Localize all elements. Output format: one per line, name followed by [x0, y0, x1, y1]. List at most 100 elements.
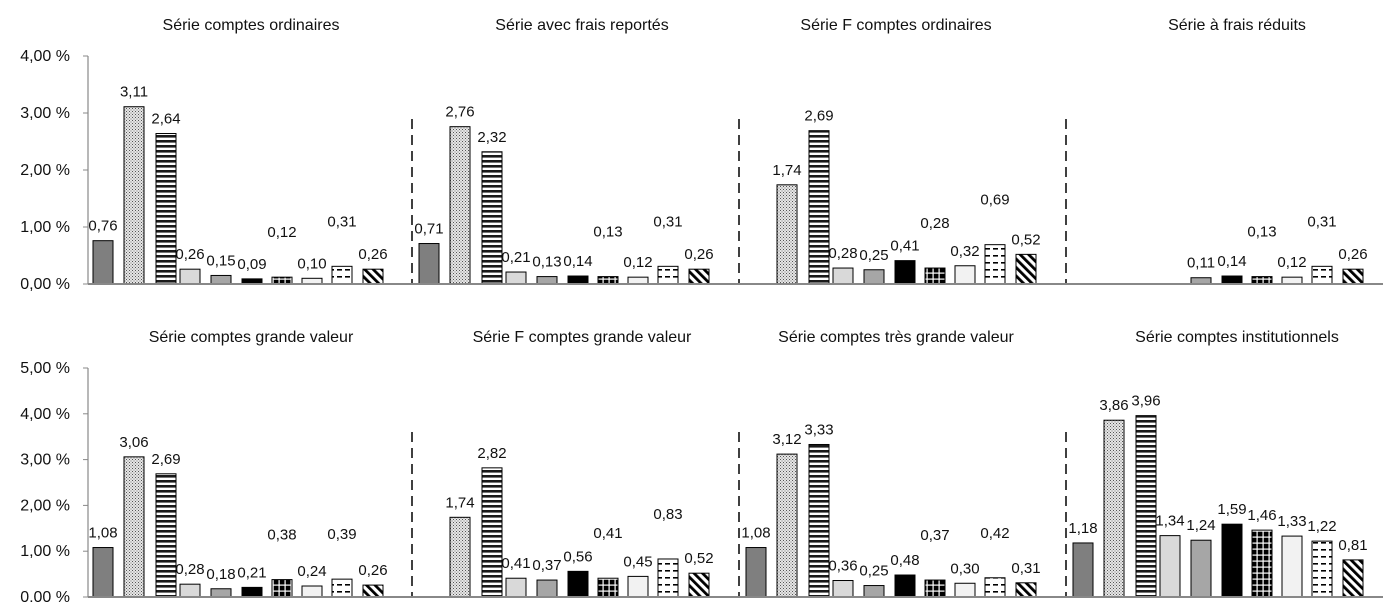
data-label: 0,25 — [859, 247, 888, 264]
bar — [1311, 265, 1333, 285]
bar — [894, 574, 916, 598]
y-tick-label: 3,00 % — [20, 105, 70, 122]
bar — [210, 588, 232, 598]
bar — [1015, 582, 1037, 598]
data-label: 0,36 — [828, 558, 857, 575]
data-label: 0,26 — [1338, 246, 1367, 263]
bar — [1072, 542, 1094, 598]
data-label: 3,33 — [804, 421, 833, 438]
data-label: 0,37 — [532, 557, 561, 574]
data-label: 0,26 — [175, 246, 204, 263]
bar — [984, 244, 1006, 285]
panel-title: Série avec frais reportés — [495, 17, 668, 34]
data-label: 0,10 — [297, 255, 326, 272]
data-label: 0,31 — [1307, 213, 1336, 230]
data-label: 0,28 — [828, 245, 857, 262]
data-label: 0,76 — [88, 218, 117, 235]
panel-title: Série à frais réduits — [1168, 17, 1306, 34]
data-label: 0,32 — [950, 243, 979, 260]
data-label: 0,13 — [1247, 224, 1276, 241]
panel-title: Série comptes grande valeur — [149, 329, 354, 346]
bar — [331, 265, 353, 285]
bar — [1281, 535, 1303, 598]
bar — [1281, 276, 1303, 285]
chart-row-top: 0,00 % 1,00 % 2,00 % 3,00 % 4,00 % Série comp… — [20, 17, 1383, 293]
bar — [1103, 419, 1125, 598]
data-label: 2,76 — [445, 104, 474, 121]
data-label: 0,41 — [593, 525, 622, 542]
bar — [362, 584, 384, 598]
bar — [362, 268, 384, 285]
data-label: 0,31 — [327, 213, 356, 230]
bar — [271, 276, 293, 285]
data-label: 0,25 — [859, 563, 888, 580]
bar — [1342, 268, 1364, 285]
bar — [863, 585, 885, 598]
data-label: 0,11 — [1187, 255, 1215, 272]
data-label: 0,41 — [890, 238, 919, 255]
bar — [123, 456, 145, 598]
bar — [271, 579, 293, 598]
data-label: 2,64 — [151, 111, 180, 128]
bar — [657, 265, 679, 285]
bar — [505, 577, 527, 598]
bar — [954, 582, 976, 598]
y-tick-label: 0,00 % — [20, 589, 70, 602]
panel-title: Série comptes très grande valeur — [778, 329, 1014, 346]
data-label: 0,21 — [501, 249, 530, 266]
bar — [627, 276, 649, 285]
bar — [894, 260, 916, 285]
data-label: 0,31 — [1011, 560, 1040, 577]
data-label: 1,08 — [741, 525, 770, 542]
panel: Série comptes ordinaires 0,76 3,112,64 0,26… — [88, 17, 388, 285]
bar — [481, 151, 503, 285]
data-label: 1,08 — [88, 525, 117, 542]
data-label: 0,26 — [358, 562, 387, 579]
bar — [155, 133, 177, 285]
bar — [1251, 529, 1273, 598]
data-label: 3,12 — [772, 431, 801, 448]
y-tick-label: 4,00 % — [20, 406, 70, 423]
data-label: 1,74 — [445, 494, 474, 511]
data-label: 0,28 — [920, 215, 949, 232]
data-label: 0,12 — [623, 254, 652, 271]
data-label: 3,86 — [1099, 397, 1128, 414]
data-label: 1,18 — [1068, 520, 1097, 537]
bar — [984, 577, 1006, 598]
bar — [449, 516, 471, 598]
data-label: 0,12 — [1277, 254, 1306, 271]
bar — [776, 184, 798, 285]
bar — [449, 126, 471, 285]
data-label: 0,18 — [206, 566, 235, 583]
bar — [745, 547, 767, 598]
panel-title: Série comptes ordinaires — [163, 17, 340, 34]
bar — [92, 240, 114, 285]
data-label: 0,52 — [1011, 231, 1040, 248]
bar — [241, 586, 263, 598]
bar — [1159, 535, 1181, 598]
bar — [505, 271, 527, 285]
data-label: 1,59 — [1217, 501, 1246, 518]
data-label: 0,38 — [267, 527, 296, 544]
panel: Série comptes institutionnels 1,18 3,86 3,9… — [1065, 329, 1368, 598]
bar — [1135, 415, 1157, 598]
data-label: 0,14 — [1217, 253, 1246, 270]
bar — [536, 579, 558, 598]
data-label: 3,96 — [1131, 393, 1160, 410]
y-tick-label: 3,00 % — [20, 452, 70, 469]
bar — [1221, 275, 1243, 285]
data-label: 0,69 — [980, 192, 1009, 209]
bar — [627, 575, 649, 598]
bar — [688, 268, 710, 285]
data-label: 0,28 — [175, 561, 204, 578]
data-label: 0,41 — [501, 555, 530, 572]
bar — [1311, 540, 1333, 598]
data-label: 0,09 — [237, 256, 266, 273]
panel: Série comptes grande valeur 1,08 3,062,69 0… — [88, 329, 388, 598]
data-label: 2,69 — [804, 108, 833, 125]
data-label: 0,24 — [297, 563, 326, 580]
data-label: 0,45 — [623, 553, 652, 570]
bar — [92, 547, 114, 598]
panel: Série F comptes grande valeur 1,74 2,82 0,4… — [411, 329, 714, 598]
data-label: 0,15 — [206, 252, 235, 269]
